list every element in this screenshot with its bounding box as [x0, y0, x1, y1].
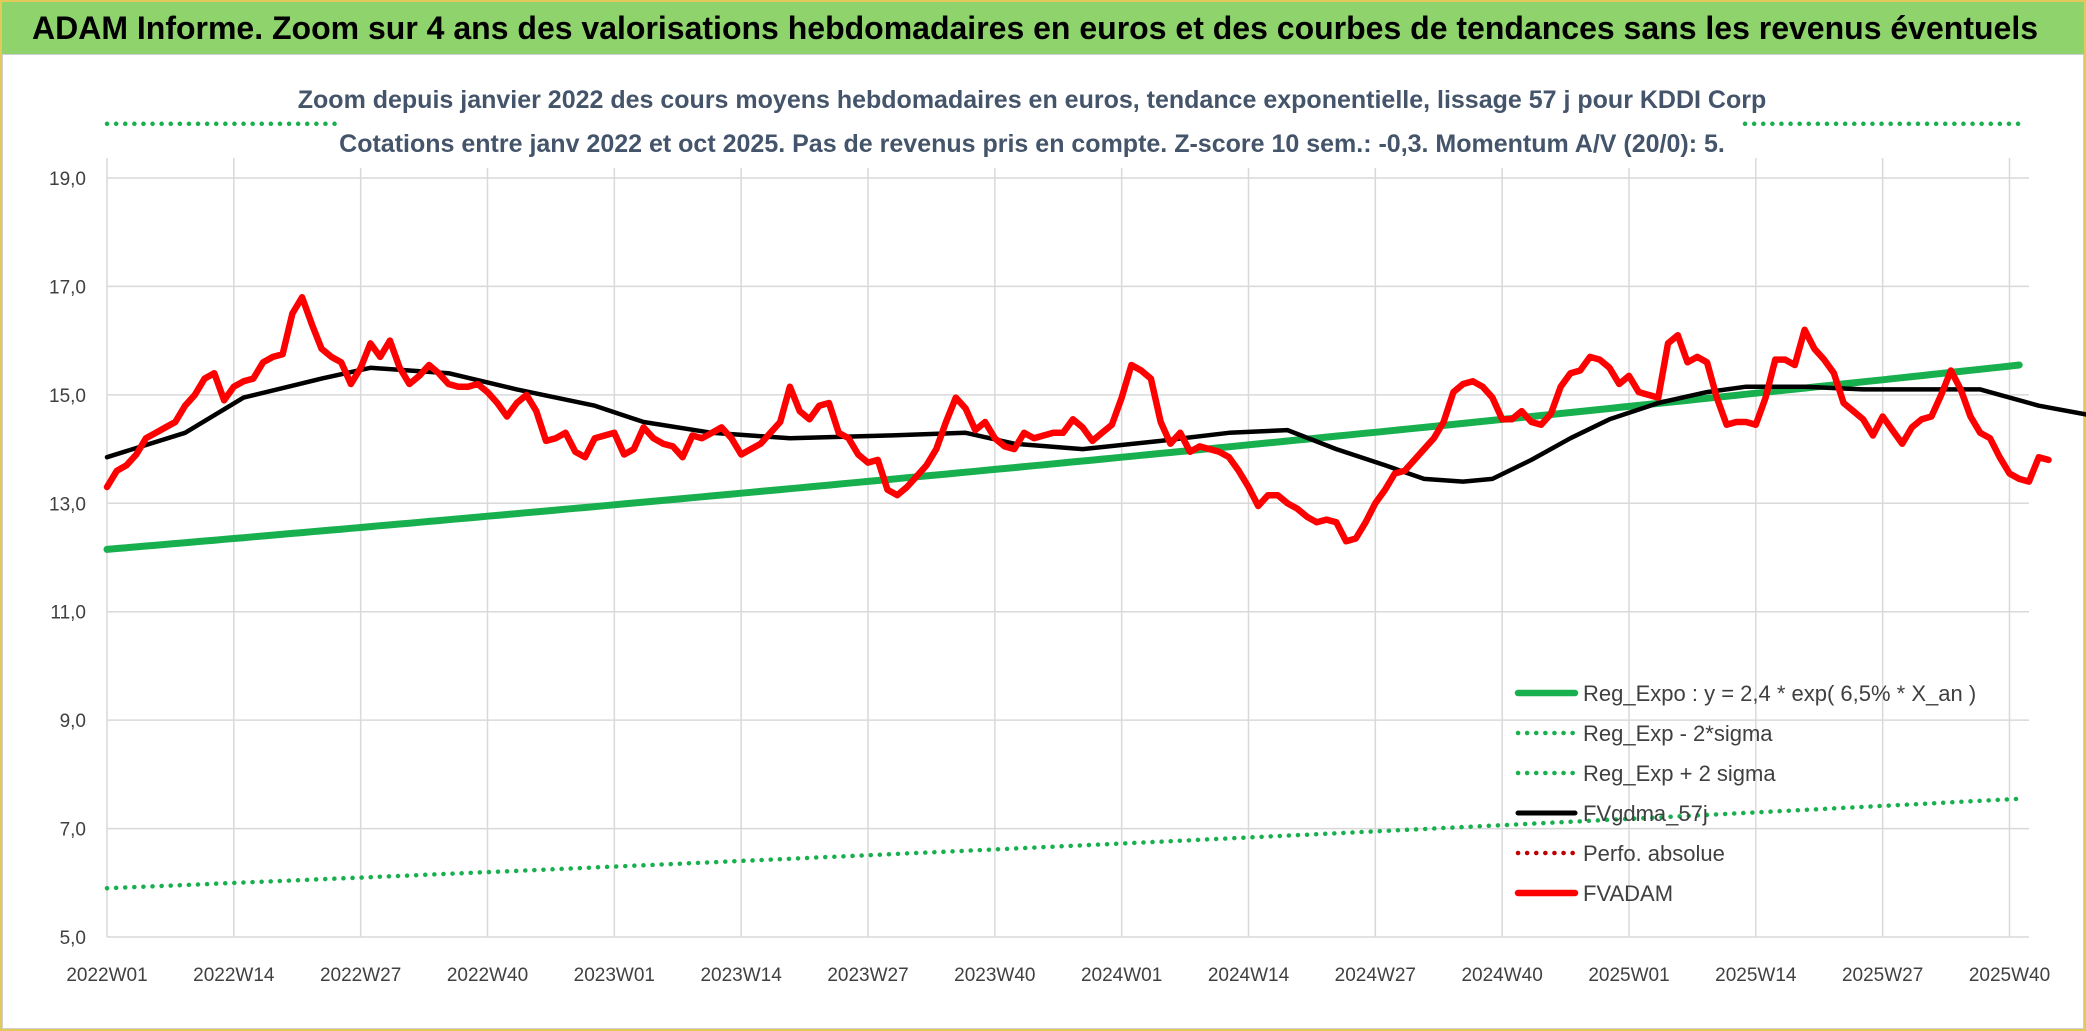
y-tick-label: 9,0 — [60, 711, 86, 732]
y-tick-label: 5,0 — [60, 928, 86, 949]
series-line-0 — [103, 361, 2023, 553]
grid-layer — [106, 158, 2029, 938]
x-tick-label: 2022W14 — [193, 965, 275, 986]
x-tick-label: 2024W27 — [1335, 965, 1416, 986]
series-line-3 — [104, 365, 2086, 484]
x-tick-label: 2022W27 — [320, 965, 401, 986]
x-tick-label: 2022W40 — [447, 965, 528, 986]
report-banner: ADAM Informe. Zoom sur 4 ans des valoris… — [2, 2, 2084, 54]
x-tick-label: 2023W01 — [574, 965, 655, 986]
x-tick-label: 2025W01 — [1588, 965, 1669, 986]
y-tick-label: 15,0 — [49, 386, 86, 407]
series-line-1 — [104, 796, 2022, 891]
legend-label: Reg_Exp - 2*sigma — [1583, 721, 1773, 746]
y-tick-label: 17,0 — [49, 277, 86, 298]
x-tick-label: 2022W01 — [66, 965, 147, 986]
y-tick-label: 19,0 — [49, 169, 86, 190]
y-tick-label: 13,0 — [49, 494, 86, 515]
legend-label: Reg_Expo : y = 2,4 * exp( 6,5% * X_an ) — [1583, 681, 1976, 706]
x-tick-label: 2024W01 — [1081, 965, 1162, 986]
y-tick-label: 11,0 — [50, 603, 86, 624]
axis-layer: 5,0 7,0 9,0 11,0 13,0 15,0 17,0 19,0 2022W01 2022… — [49, 169, 2050, 986]
x-tick-label: 2024W14 — [1208, 965, 1290, 986]
legend-label: Reg_Exp + 2 sigma — [1583, 761, 1776, 786]
series-layer — [103, 121, 2086, 891]
chart-title: Zoom depuis janvier 2022 des cours moyen… — [298, 86, 1767, 114]
legend-label: Perfo. absolue — [1583, 841, 1725, 866]
x-tick-label: 2023W14 — [700, 965, 782, 986]
x-tick-label: 2024W40 — [1461, 965, 1542, 986]
series-line-5 — [103, 294, 2052, 545]
chart-subtitle: Cotations entre janv 2022 et oct 2025. P… — [339, 130, 1725, 158]
x-tick-label: 2025W14 — [1715, 965, 1797, 986]
y-tick-label: 7,0 — [60, 820, 86, 841]
x-tick-label: 2025W40 — [1969, 965, 2050, 986]
legend: Reg_Expo : y = 2,4 * exp( 6,5% * X_an ) R… — [1514, 681, 1976, 906]
legend-label: FVADAM — [1583, 881, 1673, 906]
x-tick-label: 2023W40 — [954, 965, 1035, 986]
title-backdrop — [340, 70, 1740, 168]
x-tick-label: 2023W27 — [827, 965, 908, 986]
legend-label: FVgdma_57j — [1583, 801, 1708, 826]
x-tick-label: 2025W27 — [1842, 965, 1923, 986]
plot-area-border — [2, 54, 2084, 1029]
